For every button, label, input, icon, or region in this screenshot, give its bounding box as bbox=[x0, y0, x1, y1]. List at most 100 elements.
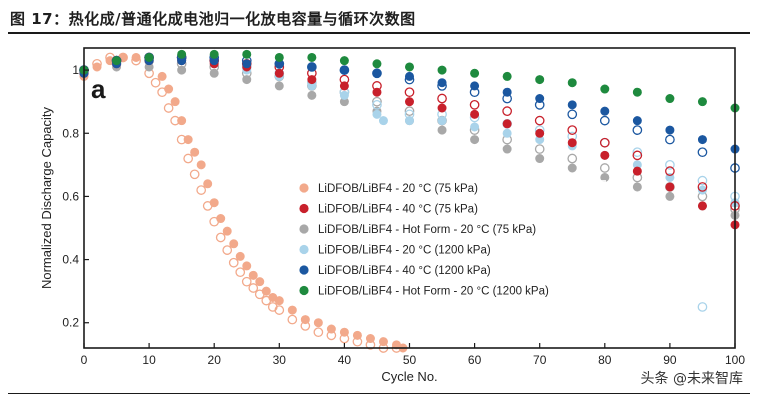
data-point-hollow bbox=[404, 87, 415, 98]
legend-swatch bbox=[299, 224, 309, 234]
data-point-hollow bbox=[287, 314, 298, 325]
data-point-hollow bbox=[404, 109, 415, 120]
footer-rule bbox=[8, 393, 750, 394]
data-point-hollow bbox=[599, 137, 610, 148]
legend-entry: LiDFOB/LiBF4 - 40 °C (75 kPa) bbox=[318, 204, 478, 216]
data-point-filled bbox=[437, 125, 447, 135]
data-point-filled bbox=[404, 71, 414, 81]
data-point-filled bbox=[632, 87, 642, 97]
data-point-filled bbox=[222, 226, 232, 236]
y-tick-label: 0.8 bbox=[62, 126, 79, 140]
x-tick-label: 100 bbox=[725, 353, 745, 367]
x-tick-label: 70 bbox=[533, 353, 547, 367]
data-point-hollow bbox=[567, 153, 578, 164]
data-point-hollow bbox=[235, 267, 246, 278]
data-point-hollow bbox=[534, 144, 545, 154]
data-point-filled bbox=[697, 97, 707, 107]
header-rule bbox=[8, 32, 750, 34]
data-point-filled bbox=[274, 52, 284, 62]
data-point-filled bbox=[600, 150, 610, 160]
data-point-filled bbox=[437, 65, 447, 75]
data-point-filled bbox=[567, 163, 577, 173]
legend-swatch bbox=[299, 183, 309, 193]
data-point-filled bbox=[131, 52, 141, 62]
data-point-hollow bbox=[697, 302, 708, 312]
data-point-filled bbox=[697, 185, 707, 195]
data-point-hollow bbox=[567, 109, 578, 120]
data-point-filled bbox=[600, 106, 610, 116]
data-point-filled bbox=[170, 97, 180, 107]
data-point-hollow bbox=[665, 166, 675, 177]
figure-header: 图 17：热化成/普通化成电池归一化放电容量与循环次数图 bbox=[0, 0, 757, 34]
data-point-hollow bbox=[209, 216, 220, 227]
data-point-hollow bbox=[196, 185, 207, 195]
x-tick-label: 90 bbox=[663, 353, 677, 367]
data-point-hollow bbox=[437, 81, 447, 91]
legend-background bbox=[288, 180, 606, 302]
legend-entry: LiDFOB/LiBF4 - Hot Form - 20 °C (75 kPa) bbox=[318, 224, 536, 236]
data-point-filled bbox=[535, 154, 545, 164]
data-point-hollow bbox=[157, 87, 167, 98]
x-tick-label: 0 bbox=[81, 353, 88, 367]
data-point-hollow bbox=[228, 257, 239, 268]
x-tick-label: 20 bbox=[208, 353, 222, 367]
figure-title: 图 17：热化成/普通化成电池归一化放电容量与循环次数图 bbox=[10, 10, 416, 28]
data-point-hollow bbox=[131, 55, 141, 66]
data-point-filled bbox=[190, 147, 200, 157]
data-point-filled bbox=[248, 270, 258, 280]
legend-swatch bbox=[299, 203, 309, 214]
data-point-filled bbox=[144, 52, 154, 62]
data-point-hollow bbox=[632, 150, 643, 161]
data-point-filled bbox=[242, 49, 252, 59]
data-point-filled bbox=[404, 97, 414, 107]
data-point-filled bbox=[665, 125, 675, 135]
data-point-hollow bbox=[176, 134, 187, 145]
data-point-hollow bbox=[150, 77, 161, 88]
data-point-filled bbox=[567, 100, 577, 110]
data-point-hollow bbox=[189, 169, 200, 180]
series-lidfob-libf4-20-c-75-kpa bbox=[79, 52, 408, 353]
data-point-hollow bbox=[469, 99, 480, 110]
data-point-filled bbox=[274, 81, 284, 91]
data-point-filled bbox=[229, 239, 239, 249]
data-point-filled bbox=[600, 84, 610, 94]
y-tick-label: 1 bbox=[72, 63, 79, 77]
data-point-hollow bbox=[534, 99, 545, 110]
data-point-filled bbox=[502, 144, 512, 154]
data-point-filled bbox=[665, 94, 675, 104]
series-lidfob-libf4-hot-form-20-c-1200-kpa bbox=[79, 49, 740, 113]
data-point-filled bbox=[177, 116, 187, 126]
data-point-filled bbox=[209, 49, 219, 59]
data-point-filled bbox=[203, 179, 213, 189]
data-point-hollow bbox=[469, 87, 480, 98]
data-point-filled bbox=[92, 62, 102, 72]
data-point-hollow bbox=[248, 283, 259, 293]
legend-entry: LiDFOB/LiBF4 - Hot Form - 20 °C (1200 kP… bbox=[318, 286, 549, 298]
data-point-hollow bbox=[183, 153, 194, 164]
data-point-filled bbox=[339, 56, 349, 66]
data-point-hollow bbox=[665, 134, 675, 145]
data-point-filled bbox=[665, 191, 675, 201]
data-point-hollow bbox=[313, 327, 324, 338]
data-point-hollow bbox=[352, 336, 363, 347]
data-point-filled bbox=[437, 78, 447, 88]
data-point-filled bbox=[470, 122, 480, 132]
data-point-filled bbox=[502, 71, 512, 81]
data-point-hollow bbox=[567, 125, 578, 135]
legend-entry: LiDFOB/LiBF4 - 20 °C (1200 kPa) bbox=[318, 245, 491, 257]
data-point-hollow bbox=[665, 159, 675, 170]
data-point-hollow bbox=[372, 81, 382, 91]
data-point-hollow bbox=[241, 276, 252, 287]
data-point-filled bbox=[535, 75, 545, 85]
data-point-filled bbox=[632, 116, 642, 126]
data-point-hollow bbox=[502, 93, 512, 104]
data-point-hollow bbox=[274, 305, 285, 315]
data-point-filled bbox=[404, 62, 414, 72]
data-point-filled bbox=[372, 59, 382, 69]
legend-swatch bbox=[299, 265, 309, 275]
x-tick-label: 60 bbox=[468, 353, 482, 367]
data-point-filled bbox=[255, 277, 265, 287]
data-point-hollow bbox=[92, 58, 102, 69]
data-point-hollow bbox=[437, 93, 447, 104]
x-axis: 0 10 20 30 40 50 60 70 80 90 100 bbox=[81, 343, 745, 367]
